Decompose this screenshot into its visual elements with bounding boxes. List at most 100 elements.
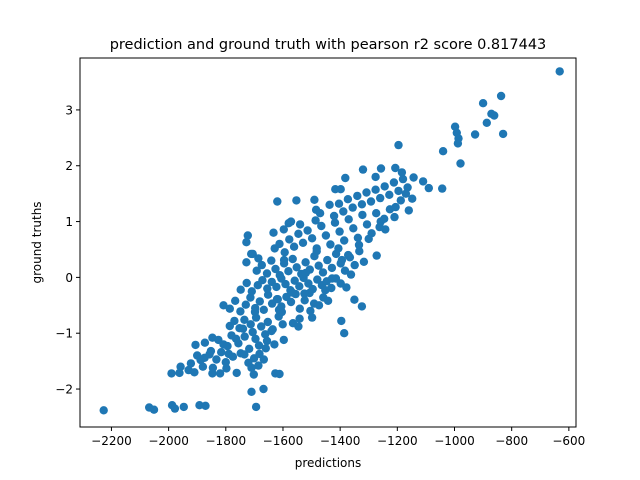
- data-point: [228, 352, 238, 361]
- data-point: [300, 296, 309, 305]
- data-point: [340, 266, 350, 275]
- data-point: [278, 320, 287, 329]
- data-point: [259, 305, 268, 314]
- data-point: [372, 209, 381, 218]
- data-points-layer: [99, 67, 564, 415]
- data-point: [342, 283, 351, 292]
- data-point: [273, 295, 282, 304]
- data-point: [385, 190, 394, 199]
- data-point: [344, 215, 353, 224]
- data-point: [243, 231, 252, 240]
- data-point: [285, 235, 294, 244]
- data-point: [301, 258, 310, 267]
- data-point: [254, 361, 263, 370]
- data-point: [358, 165, 368, 174]
- x-tick-label: −1000: [434, 434, 475, 448]
- data-point: [394, 186, 403, 196]
- data-point: [289, 242, 299, 251]
- data-point: [149, 405, 159, 414]
- data-point: [375, 222, 384, 232]
- data-point: [249, 370, 258, 379]
- data-point: [298, 238, 308, 247]
- data-point: [327, 274, 337, 283]
- data-point: [217, 348, 226, 357]
- data-point: [290, 276, 299, 285]
- data-point: [321, 286, 330, 295]
- data-point: [219, 301, 228, 310]
- data-point: [271, 264, 280, 274]
- data-point: [286, 297, 296, 307]
- data-point: [394, 140, 403, 150]
- data-point: [337, 316, 346, 326]
- x-tick-label: −1800: [206, 434, 247, 448]
- data-point: [267, 326, 276, 336]
- data-point: [284, 267, 293, 276]
- data-point: [275, 239, 284, 249]
- data-point: [275, 271, 284, 280]
- data-point: [357, 200, 367, 209]
- data-point: [418, 177, 428, 186]
- data-point: [341, 173, 350, 183]
- data-point: [254, 341, 264, 350]
- data-point: [376, 164, 386, 173]
- data-point: [330, 218, 340, 227]
- data-point: [242, 238, 251, 247]
- data-point: [325, 200, 334, 209]
- data-point: [198, 362, 208, 371]
- data-point: [371, 172, 380, 182]
- data-point: [279, 255, 289, 265]
- data-point: [308, 284, 317, 294]
- data-point: [334, 244, 343, 253]
- data-point: [409, 173, 418, 182]
- data-point: [307, 313, 317, 322]
- data-point: [247, 287, 256, 296]
- data-point: [353, 233, 363, 242]
- data-point: [295, 220, 305, 229]
- data-point: [335, 227, 344, 236]
- data-point: [279, 335, 288, 345]
- data-point: [280, 248, 289, 257]
- x-tick-label: −600: [552, 434, 585, 448]
- data-point: [490, 111, 499, 120]
- data-point: [359, 257, 369, 266]
- data-point: [288, 254, 297, 264]
- x-tick-label: −800: [495, 434, 528, 448]
- chart-title: prediction and ground truth with pearson…: [110, 37, 547, 53]
- data-point: [294, 322, 303, 331]
- data-point: [248, 327, 257, 337]
- data-point: [281, 279, 290, 289]
- y-tick-label: 2: [65, 159, 73, 173]
- data-point: [250, 307, 260, 317]
- data-point: [336, 185, 345, 194]
- data-point: [307, 234, 317, 243]
- data-point: [362, 220, 372, 229]
- data-point: [301, 268, 310, 278]
- data-point: [496, 91, 506, 101]
- data-point: [263, 290, 273, 299]
- data-point: [358, 210, 367, 220]
- data-point: [350, 295, 359, 304]
- data-point: [245, 344, 254, 353]
- data-point: [267, 256, 276, 265]
- data-point: [190, 368, 199, 377]
- y-tick-label: 1: [65, 215, 73, 229]
- data-point: [240, 315, 249, 324]
- data-point: [389, 178, 399, 187]
- data-point: [287, 288, 297, 297]
- data-point: [254, 254, 263, 263]
- data-point: [240, 350, 249, 359]
- y-tick-label: −2: [55, 383, 73, 397]
- data-point: [339, 207, 348, 216]
- data-point: [247, 249, 256, 259]
- data-point: [221, 358, 230, 367]
- data-point: [357, 302, 367, 311]
- data-point: [236, 285, 245, 294]
- data-point: [279, 225, 288, 234]
- data-point: [397, 168, 407, 177]
- data-point: [269, 228, 278, 237]
- data-point: [215, 369, 225, 378]
- data-point: [380, 214, 389, 223]
- data-point: [292, 196, 301, 205]
- x-tick-label: −2000: [148, 434, 189, 448]
- data-point: [261, 330, 270, 339]
